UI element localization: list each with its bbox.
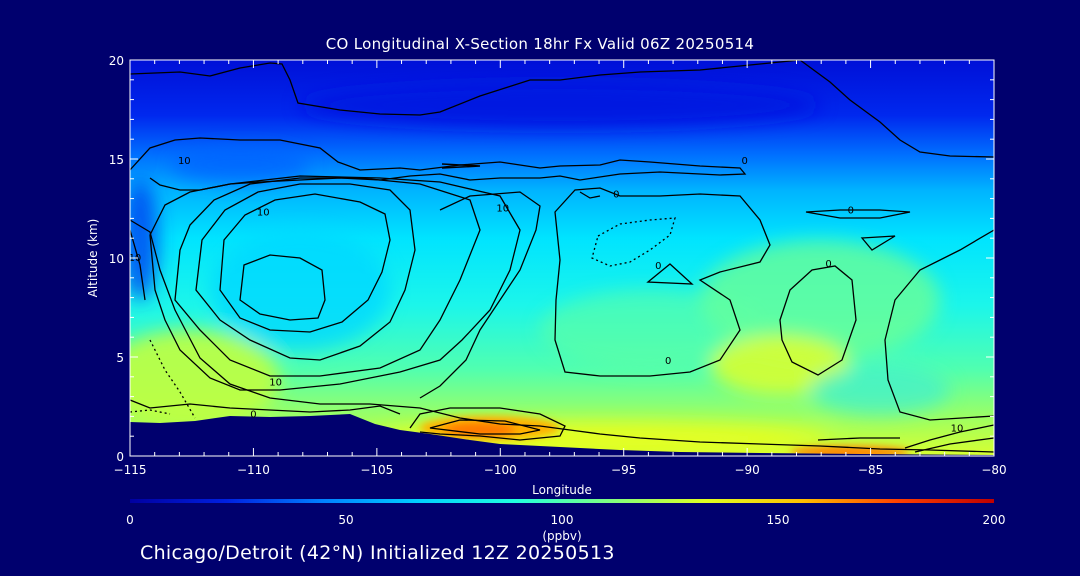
contour-label: 0 [613, 190, 619, 201]
y-tick-label: 5 [116, 351, 124, 365]
footer-caption: Chicago/Detroit (42°N) Initialized 12Z 2… [140, 542, 615, 564]
yellow-band-left [130, 330, 280, 430]
contour-0-north-tip [579, 191, 601, 199]
contour-10-nested-4 [174, 177, 481, 377]
contour-10-inner-east [419, 191, 541, 399]
contour-0-east-line [805, 209, 911, 219]
contour-0-central-dome [554, 187, 771, 377]
contour-label: 10 [178, 156, 191, 167]
contour-0-small-east [860, 235, 896, 251]
x-tick-label: −95 [611, 463, 636, 477]
colorbar: 0 50 100 150 200 (ppbv) [126, 499, 1005, 543]
cyan-patch-lower-right [810, 365, 950, 415]
colorbar-tick-label: 50 [338, 513, 353, 527]
colorbar-tick-label: 0 [126, 513, 134, 527]
y-tick-label: 0 [116, 450, 124, 464]
contour-lines [130, 60, 994, 453]
terrain-mask [130, 414, 994, 456]
contour-tropopause-band [130, 137, 747, 191]
tropopause-dip-left [170, 147, 310, 183]
contour-dotted-west [149, 339, 196, 419]
y-axis: 0 5 10 15 20 [109, 54, 994, 464]
contour-label: 0 [665, 356, 671, 367]
green-tongue-mid [540, 290, 760, 370]
contour-10-nested-3 [195, 183, 416, 361]
contour-label: 0 [655, 261, 661, 272]
chart-title: CO Longitudinal X-Section 18hr Fx Valid … [325, 35, 755, 53]
contour-bl-right [817, 437, 900, 441]
colorbar-tick-label: 200 [983, 513, 1006, 527]
y-tick-label: 10 [109, 252, 124, 266]
contour-label: 0 [250, 409, 256, 420]
contour-0-small-loop [646, 263, 694, 285]
contour-10-nested-5 [149, 175, 521, 391]
upper-blue-patch [300, 83, 820, 127]
x-tick-label: −100 [484, 463, 517, 477]
x-tick-label: −105 [360, 463, 393, 477]
x-tick-label: −115 [114, 463, 147, 477]
contour-plume-inner [429, 419, 541, 435]
contour-dotted-west-2 [130, 409, 171, 415]
x-axis-label: Longitude [532, 483, 592, 497]
contour-0-east-boundary [884, 229, 994, 421]
y-tick-label: 20 [109, 54, 124, 68]
contour-black-flag [441, 163, 481, 169]
contour-10-lower-right [904, 424, 994, 449]
x-axis: −115 −110 −105 −100 −95 −90 −85 −80 [114, 60, 1007, 477]
contour-left-edge [130, 229, 146, 301]
contour-10-nested-1 [239, 254, 326, 321]
contour-label: 0 [741, 156, 747, 167]
contour-label: 10 [951, 423, 964, 434]
colorbar-ticks: 0 50 100 150 200 [126, 513, 1005, 527]
y-tick-label: 15 [109, 153, 124, 167]
x-tick-label: −80 [981, 463, 1006, 477]
colorbar-gradient [130, 499, 994, 503]
contour-label: 0 [825, 259, 831, 270]
x-tick-label: −90 [734, 463, 759, 477]
x-tick-label: −85 [858, 463, 883, 477]
contour-label: 0 [848, 205, 854, 216]
contour-0-east-loop [779, 265, 857, 376]
contour-ridge-west [130, 399, 401, 415]
colorbar-tick-label: 150 [767, 513, 790, 527]
contour-label: 10 [496, 204, 509, 215]
contour-plume-outline [409, 407, 566, 441]
contour-10-nested-2 [219, 193, 391, 333]
x-tick-label: −110 [237, 463, 270, 477]
y-axis-label: Altitude (km) [86, 219, 100, 298]
colorbar-unit-label: (ppbv) [542, 529, 581, 543]
contour-label: 10 [257, 207, 270, 218]
left-boundary-blue [130, 180, 158, 300]
contour-10-lower-right-2 [914, 437, 994, 453]
contour-dotted-central [591, 217, 676, 267]
colorbar-tick-label: 100 [551, 513, 574, 527]
co-field [130, 60, 994, 456]
yellow-band-right [710, 335, 850, 395]
contour-label: 10 [269, 378, 282, 389]
contour-top [130, 60, 994, 158]
